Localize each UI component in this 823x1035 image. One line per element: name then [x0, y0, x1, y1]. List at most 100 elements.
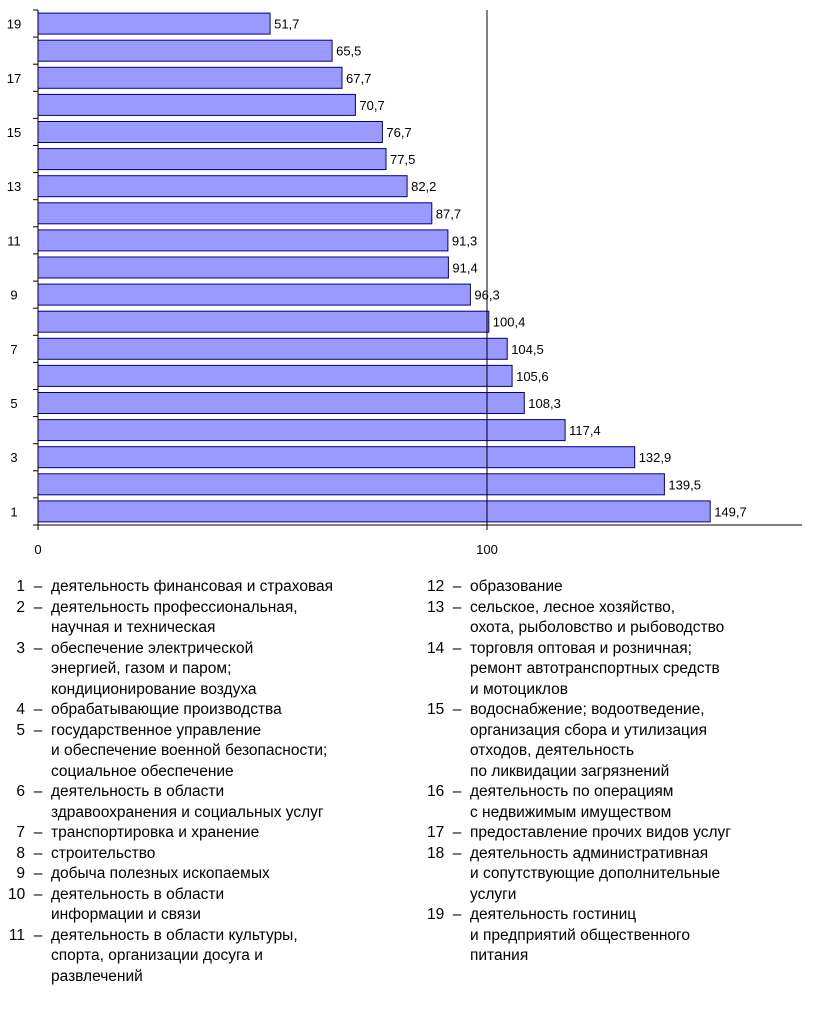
- bar-value-label-19: 51,7: [274, 17, 299, 32]
- legend-entry-8: 8– строительство: [8, 844, 413, 865]
- legend-text-line: по ликвидации загрязнений: [470, 762, 670, 780]
- legend-entry-11: 11– деятельность в области культуры, спорт…: [8, 926, 413, 988]
- legend-text-line: и сопутствующие дополнительные: [470, 865, 721, 882]
- y-tick-label-7: 7: [10, 342, 17, 357]
- bar-15: [37, 121, 383, 143]
- legend-number: 5: [16, 721, 25, 739]
- legend-description: деятельность профессиональная, научная и …: [51, 598, 413, 639]
- y-tick-label-9: 9: [10, 288, 17, 303]
- legend-number: 14: [427, 639, 445, 657]
- legend-text-line: обрабатывающие производства: [51, 701, 282, 718]
- legend-entry-19: 19– деятельность гостиниц и предприятий об…: [427, 905, 823, 967]
- legend-right-column: 12– образование 13– сельское, лесное хозяйс…: [427, 577, 823, 967]
- legend-text-line: деятельность в области культуры,: [51, 926, 298, 944]
- bar-4: [37, 419, 566, 442]
- legend-description: добыча полезных ископаемых: [51, 864, 413, 885]
- legend-text-line: услуги: [470, 885, 517, 903]
- bar-value-label-11: 91,3: [452, 233, 477, 248]
- legend-text-line: строительство: [51, 844, 156, 862]
- bar-value-label-6: 105,6: [516, 369, 549, 384]
- legend-number: 12: [427, 578, 445, 595]
- y-tick-label-1: 1: [10, 504, 17, 519]
- legend-description: деятельность в области культуры, спорта, …: [51, 926, 413, 988]
- bar-value-label-4: 117,4: [569, 423, 601, 438]
- legend-dash: –: [33, 721, 43, 739]
- legend-description: транспортировка и хранение: [51, 823, 413, 844]
- legend-text-line: ремонт автотранспортных средств: [470, 660, 720, 677]
- legend-dash: –: [33, 639, 43, 657]
- legend-number: 10: [8, 885, 26, 903]
- legend-text-line: социальное обеспечение: [51, 762, 234, 780]
- legend-entry-6: 6– деятельность в области здравоохранения …: [8, 782, 413, 823]
- bar-7: [37, 337, 508, 360]
- legend-text-line: деятельность административная: [470, 844, 709, 862]
- legend-text-line: отходов, деятельность: [470, 742, 635, 759]
- legend-description: обеспечение электрической энергией, газом…: [51, 639, 413, 701]
- bar-value-label-18: 65,5: [336, 44, 361, 59]
- legend-description: деятельность по операциям с недвижимым им…: [470, 782, 823, 823]
- legend-description: предоставление прочих видов услуг: [470, 823, 823, 844]
- legend-number: 18: [427, 844, 445, 862]
- legend-text-line: и мотоциклов: [470, 680, 569, 698]
- x-tick-label-0: 0: [34, 542, 41, 557]
- legend-entry-2: 2– деятельность профессиональная, научная …: [8, 598, 413, 639]
- bar-9: [37, 283, 471, 306]
- legend-entry-12: 12– образование: [427, 577, 823, 598]
- bar-8: [37, 310, 490, 333]
- legend-description: сельское, лесное хозяйство, охота, рыболо…: [470, 598, 823, 639]
- bar-value-label-2: 139,5: [668, 477, 701, 492]
- bar-value-label-7: 104,5: [511, 342, 544, 357]
- bar-5: [37, 392, 525, 414]
- legend-number: 6: [16, 783, 25, 800]
- legend-text-line: питания: [470, 947, 529, 964]
- legend-entry-3: 3– обеспечение электрической энергией, газ…: [8, 639, 413, 701]
- legend-description: деятельность в области здравоохранения и …: [51, 782, 413, 823]
- legend-number: 1: [16, 578, 25, 595]
- bar-value-label-13: 82,2: [411, 179, 436, 194]
- legend-dash: –: [452, 598, 462, 616]
- legend-text-line: деятельность в области: [51, 783, 225, 800]
- bar-value-label-15: 76,7: [386, 125, 411, 140]
- y-tick-label-5: 5: [10, 396, 17, 411]
- legend-description: торговля оптовая и розничная; ремонт авто…: [470, 639, 823, 701]
- legend-dash: –: [33, 701, 43, 718]
- legend-entry-15: 15– водоснабжение; водоотведение, организа…: [427, 700, 823, 782]
- legend-number: 15: [427, 701, 445, 718]
- legend-description: государственное управление и обеспечение …: [51, 721, 413, 783]
- legend-text-line: предоставление прочих видов услуг: [470, 824, 731, 841]
- x-tick-label-100: 100: [476, 542, 498, 557]
- legend-text-line: деятельность в области: [51, 885, 225, 903]
- bar-value-label-16: 70,7: [359, 98, 384, 113]
- y-tick-label-11: 11: [7, 233, 21, 248]
- legend-text-line: деятельность профессиональная,: [51, 598, 298, 616]
- legend-text-line: сельское, лесное хозяйство,: [470, 598, 676, 616]
- legend-description: строительство: [51, 844, 413, 865]
- legend-text-line: добыча полезных ископаемых: [51, 865, 270, 882]
- legend-dash: –: [452, 639, 462, 657]
- legend-entry-17: 17– предоставление прочих видов услуг: [427, 823, 823, 844]
- legend-dash: –: [33, 844, 43, 862]
- legend-text-line: деятельность финансовая и страховая: [51, 578, 334, 595]
- bar-value-label-14: 77,5: [390, 152, 415, 167]
- legend-dash: –: [452, 783, 462, 800]
- bar-12: [37, 202, 433, 225]
- y-tick-label-19: 19: [7, 17, 21, 32]
- legend-text-line: кондиционирование воздуха: [51, 680, 257, 698]
- legend-text-line: обеспечение электрической: [51, 639, 254, 657]
- bar-value-label-17: 67,7: [346, 71, 371, 86]
- bar-value-label-10: 91,4: [452, 261, 477, 276]
- bar-1: [37, 500, 711, 523]
- legend-dash: –: [33, 598, 43, 616]
- legend-text-line: охота, рыболовство и рыбоводство: [470, 619, 725, 636]
- legend-entry-14: 14– торговля оптовая и розничная; ремонт а…: [427, 639, 823, 701]
- legend-left-column: 1– деятельность финансовая и страховая 2– д…: [8, 577, 413, 987]
- legend-dash: –: [452, 844, 462, 862]
- legend-number: 11: [8, 926, 25, 944]
- legend-number: 19: [427, 906, 445, 923]
- legend-dash: –: [452, 906, 462, 923]
- legend-text-line: здравоохранения и социальных услуг: [51, 803, 324, 821]
- legend-dash: –: [33, 885, 43, 903]
- legend-text-line: развлечений: [51, 967, 143, 985]
- legend-dash: –: [33, 824, 43, 841]
- legend-entry-1: 1– деятельность финансовая и страховая: [8, 577, 413, 598]
